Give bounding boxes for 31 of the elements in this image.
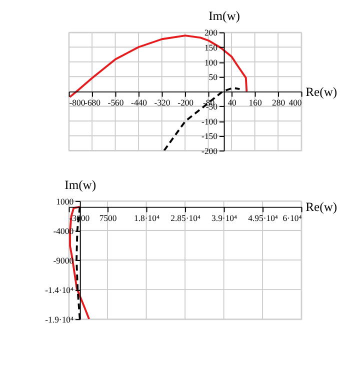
x-axis-title: Re(w): [306, 200, 338, 214]
y-tick-label: -1.4·10⁴: [45, 284, 74, 295]
x-tick-label: -680: [84, 97, 102, 108]
y-tick-label: 1000: [56, 196, 74, 206]
line-series: [68, 34, 248, 98]
y-tick-label: -1.9·10⁴: [45, 314, 74, 325]
x-tick-label: 4.95·10⁴: [248, 212, 278, 223]
y-tick-label: 200: [204, 28, 218, 38]
x-tick-label: 7500: [99, 212, 118, 223]
y-tick-label: 50: [208, 72, 218, 82]
x-tick-label: -800: [69, 97, 86, 108]
x-tick-label: -560: [108, 97, 124, 108]
x-tick-label: 40: [228, 97, 238, 108]
x-axis-title: Re(w): [306, 84, 338, 99]
y-axis-title: Im(w): [64, 178, 96, 192]
y-tick-label: -100: [202, 116, 218, 126]
x-tick-label: 400: [288, 97, 302, 108]
y-tick-label: -200: [202, 146, 218, 156]
y-axis-title: Im(w): [208, 9, 240, 24]
x-tick-label: -200: [178, 97, 194, 108]
y-tick-label: 100: [204, 57, 218, 68]
x-tick-label: 2.85·10⁴: [170, 212, 200, 223]
x-tick-label: 280: [272, 97, 286, 108]
y-tick-label: -150: [202, 131, 218, 142]
x-tick-label: 3.9·10⁴: [212, 212, 238, 223]
x-tick-label: 160: [248, 97, 262, 108]
x-tick-label: -440: [131, 97, 148, 108]
y-tick-label: 150: [204, 42, 218, 53]
x-tick-label: 6·10⁴: [282, 212, 302, 223]
x-tick-label: 1.8·10⁴: [134, 212, 160, 223]
x-tick-label: -320: [154, 97, 171, 108]
